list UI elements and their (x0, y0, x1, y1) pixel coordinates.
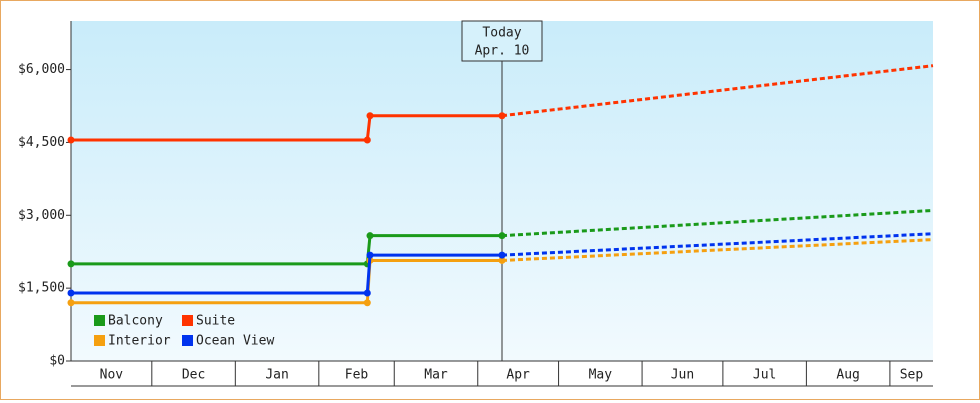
legend-swatch (182, 315, 193, 326)
y-tick-label: $0 (49, 354, 65, 369)
data-point (498, 256, 506, 264)
legend-label: Ocean View (196, 334, 274, 349)
today-label: Apr. 10 (475, 44, 530, 59)
data-point (366, 232, 374, 240)
today-box (461, 20, 543, 62)
x-tick-label: Sep (900, 368, 924, 383)
y-tick-label: $1,500 (18, 281, 65, 296)
legend-label: Suite (196, 314, 235, 329)
x-tick-label: Nov (100, 368, 124, 383)
x-tick-label: Apr (506, 368, 530, 383)
series-line (71, 253, 502, 295)
x-tick-label: Dec (182, 368, 205, 383)
x-tick-label: Aug (836, 368, 859, 383)
today-label: Today (482, 26, 521, 41)
data-point (363, 299, 371, 307)
legend-swatch (94, 315, 105, 326)
x-tick-label: Feb (345, 368, 369, 383)
legend-label: Balcony (108, 314, 163, 329)
data-point (366, 251, 374, 259)
data-point (498, 112, 506, 120)
legend-swatch (94, 335, 105, 346)
data-point (363, 136, 371, 144)
forecast-line (501, 64, 934, 118)
data-point (363, 289, 371, 297)
data-point (498, 251, 506, 259)
data-point (67, 136, 75, 144)
x-tick-label: Jun (671, 368, 694, 383)
data-point (498, 232, 506, 240)
y-tick-label: $6,000 (18, 62, 65, 77)
data-point (67, 299, 75, 307)
x-tick-label: Jan (265, 368, 288, 383)
x-tick-label: Jul (753, 368, 776, 383)
x-tick-label: Mar (424, 368, 448, 383)
legend-swatch (182, 335, 193, 346)
data-point (67, 289, 75, 297)
x-tick-label: May (589, 368, 613, 383)
y-tick-label: $3,000 (18, 208, 65, 223)
data-point (366, 112, 374, 120)
series-line (71, 234, 502, 266)
y-tick-label: $4,500 (18, 135, 65, 150)
legend-label: Interior (108, 334, 171, 349)
data-point (67, 260, 75, 268)
series-line (71, 114, 502, 142)
